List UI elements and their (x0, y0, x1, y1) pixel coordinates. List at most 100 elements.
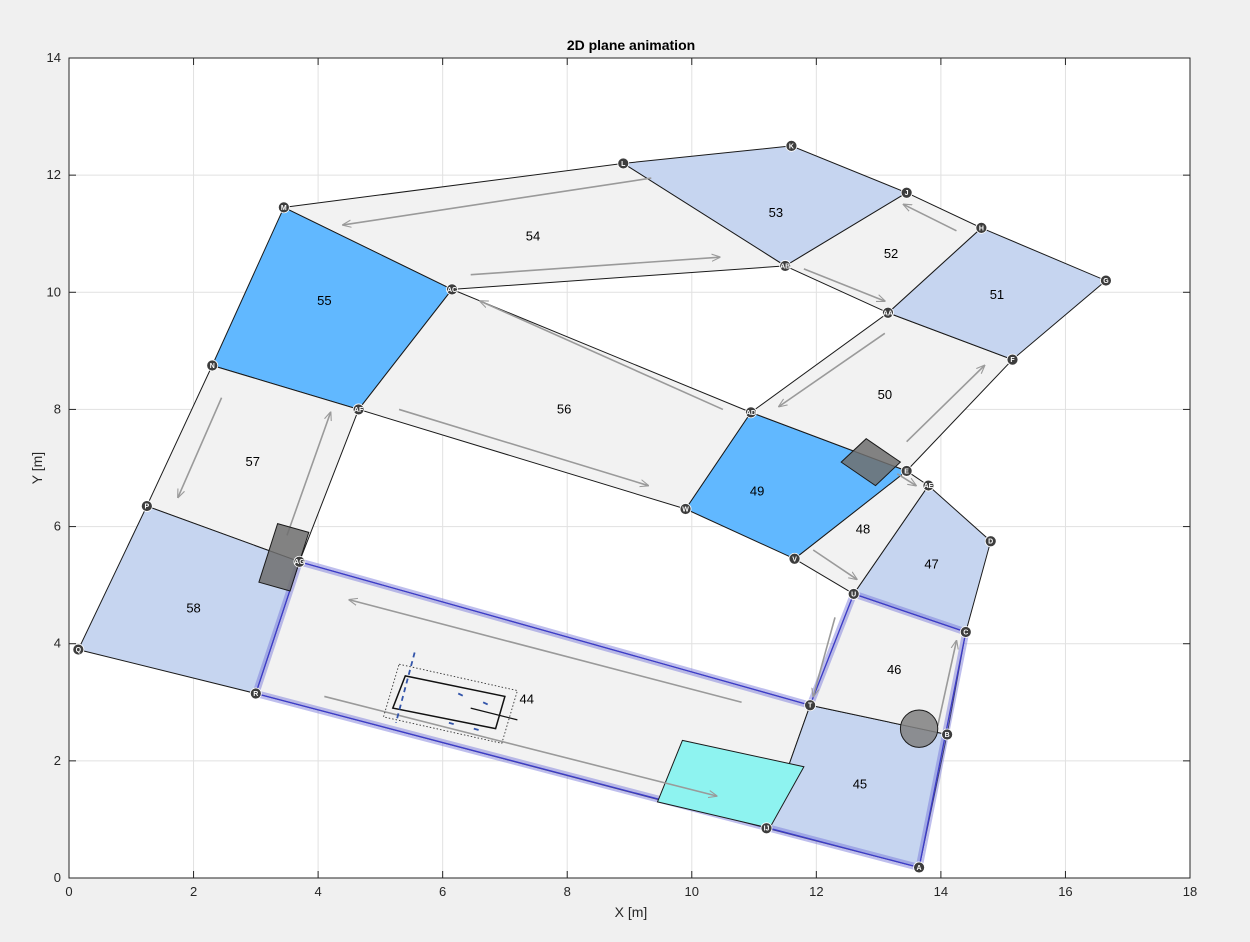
direction-arrow (813, 617, 836, 696)
node-marker-AA (882, 306, 894, 319)
vehicle-envelope (382, 663, 518, 744)
zone-label-46: 46 (887, 662, 901, 677)
node-label-AC: AC (447, 287, 457, 294)
direction-arrow (349, 600, 742, 704)
zone-label-51: 51 (990, 287, 1004, 302)
node-marker-IJ (760, 822, 773, 835)
node-label-V: V (792, 556, 797, 563)
node-label-P: P (145, 504, 150, 511)
node-label-U: U (851, 591, 856, 598)
zone-label-56: 56 (557, 401, 571, 416)
y-axis-label: Y [m] (29, 452, 45, 484)
y-tick-label: 4 (54, 636, 61, 651)
node-marker-K (785, 139, 798, 152)
node-marker-Q (72, 643, 85, 656)
direction-arrow (803, 268, 885, 301)
node-marker-AD (745, 406, 757, 419)
chart-title: 2D plane animation (567, 37, 695, 53)
vehicle-marker (457, 692, 465, 698)
direction-arrow (896, 473, 916, 486)
x-tick-label: 4 (314, 884, 321, 899)
node-marker-U (847, 588, 860, 600)
zone-label-57: 57 (245, 454, 259, 469)
node-marker-M (277, 201, 290, 214)
direction-arrow (779, 332, 886, 406)
x-tick-label: 18 (1183, 884, 1197, 899)
node-marker-H (975, 221, 988, 234)
node-label-AG: AG (294, 559, 305, 566)
obstacle-box (840, 438, 902, 487)
node-marker-D (984, 535, 997, 548)
x-tick-label: 10 (685, 884, 699, 899)
node-label-R: R (253, 691, 258, 698)
vehicle-marker (482, 701, 490, 707)
node-label-AD: AD (746, 410, 756, 417)
x-tick-label: 16 (1058, 884, 1072, 899)
y-tick-label: 12 (47, 167, 61, 182)
node-marker-AC (446, 283, 458, 296)
direction-arrow (936, 641, 957, 726)
node-label-D: D (988, 539, 993, 546)
node-label-AE: AE (924, 483, 934, 490)
node-marker-C (959, 626, 972, 638)
node-marker-N (206, 359, 219, 372)
node-label-AA: AA (883, 310, 893, 317)
node-label-B: B (945, 732, 950, 739)
zone-label-50: 50 (878, 387, 892, 402)
node-marker-AG (293, 555, 306, 568)
direction-arrow (470, 257, 720, 276)
zone-label-49: 49 (750, 483, 764, 498)
direction-arrow (343, 177, 652, 225)
node-label-T: T (808, 703, 813, 710)
axes-box (68, 57, 1191, 879)
node-label-C: C (963, 630, 968, 637)
zone-label-45: 45 (853, 776, 867, 791)
node-marker-AF (352, 403, 365, 416)
y-tick-label: 6 (54, 519, 61, 534)
node-label-F: F (1010, 357, 1015, 364)
y-tick-label: 8 (54, 401, 61, 416)
node-label-M: M (281, 205, 287, 212)
direction-arrow (178, 397, 223, 498)
node-label-Q: Q (76, 647, 82, 654)
zone-label-48: 48 (856, 522, 870, 537)
direction-arrow (906, 366, 985, 443)
node-marker-W (679, 503, 692, 515)
vehicle-marker (473, 727, 481, 732)
direction-arrow (480, 301, 724, 411)
node-marker-J (900, 186, 913, 199)
x-tick-label: 12 (809, 884, 823, 899)
vehicle-heading (470, 707, 518, 721)
zone-label-58: 58 (186, 601, 200, 616)
direction-arrow (904, 204, 957, 232)
node-label-H: H (979, 225, 984, 232)
node-marker-P (140, 500, 153, 512)
x-tick-label: 14 (934, 884, 948, 899)
node-marker-R (249, 687, 262, 700)
node-label-IJ: IJ (764, 826, 770, 833)
node-marker-E (900, 465, 913, 477)
vehicle-marker (395, 652, 416, 724)
node-label-J: J (905, 190, 909, 197)
zone-label-55: 55 (317, 293, 331, 308)
node-label-L: L (621, 161, 626, 168)
zone-label-52: 52 (884, 246, 898, 261)
node-marker-A (913, 861, 925, 874)
node-label-K: K (789, 143, 794, 150)
node-marker-AE (922, 479, 935, 492)
y-tick-label: 14 (47, 50, 61, 65)
node-label-W: W (682, 507, 689, 514)
obstacle-box (258, 522, 310, 592)
x-tick-label: 6 (439, 884, 446, 899)
x-tick-label: 0 (65, 884, 72, 899)
node-label-A: A (917, 865, 922, 872)
node-label-E: E (904, 468, 909, 475)
node-marker-AB (779, 260, 792, 272)
node-label-N: N (210, 363, 215, 370)
zone-label-54: 54 (526, 229, 540, 244)
x-tick-label: 2 (190, 884, 197, 899)
direction-arrow (324, 695, 716, 796)
node-marker-G (1100, 274, 1112, 287)
